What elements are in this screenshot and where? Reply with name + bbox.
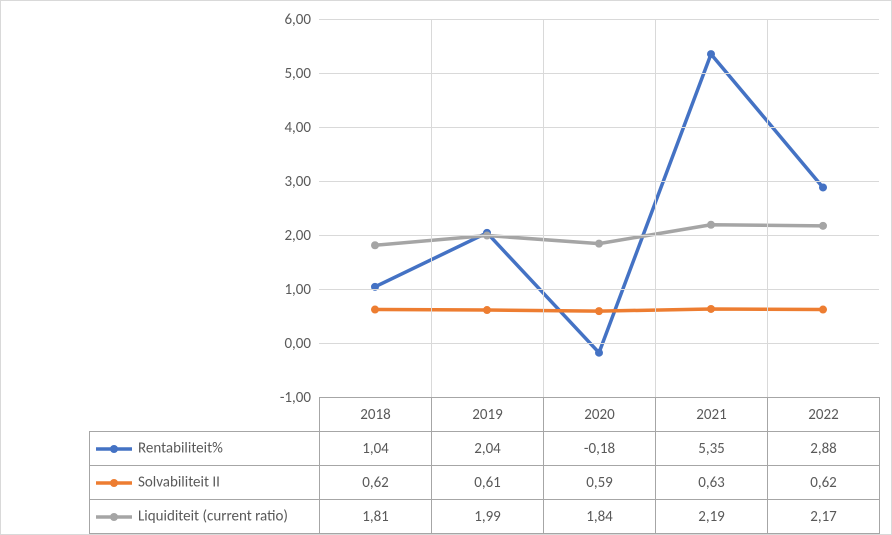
series-marker <box>707 50 715 58</box>
series-marker <box>707 221 715 229</box>
table-row: Rentabiliteit% 1,042,04-0,185,352,88 <box>90 432 880 466</box>
data-cell: 0,62 <box>768 466 880 500</box>
category-divider <box>767 19 768 397</box>
y-axis-label: 2,00 <box>284 227 319 245</box>
data-cell: 0,59 <box>544 466 656 500</box>
series-marker <box>819 222 827 230</box>
category-header: 2021 <box>656 398 768 432</box>
gridline: 6,00 <box>319 19 879 20</box>
y-axis-label: 5,00 <box>284 65 319 83</box>
category-header: 2018 <box>320 398 432 432</box>
data-cell: 0,63 <box>656 466 768 500</box>
data-cell: 2,17 <box>768 500 880 534</box>
data-cell: 5,35 <box>656 432 768 466</box>
gridline: 3,00 <box>319 181 879 182</box>
series-marker <box>595 307 603 315</box>
category-divider <box>431 19 432 397</box>
gridline: 1,00 <box>319 289 879 290</box>
category-header: 2020 <box>544 398 656 432</box>
series-marker <box>371 306 379 314</box>
legend-cell: Rentabiliteit% <box>90 432 320 466</box>
series-marker <box>595 240 603 248</box>
series-marker <box>595 349 603 357</box>
legend-cell: Solvabiliteit II <box>90 466 320 500</box>
chart-lines <box>319 19 879 397</box>
data-cell: 0,62 <box>320 466 432 500</box>
data-cell: 1,81 <box>320 500 432 534</box>
series-marker <box>371 241 379 249</box>
category-header: 2022 <box>768 398 880 432</box>
legend-swatch <box>96 476 132 490</box>
gridline: 5,00 <box>319 73 879 74</box>
legend-swatch <box>96 442 132 456</box>
legend-label: Liquiditeit (current ratio) <box>138 508 288 526</box>
data-cell: 2,88 <box>768 432 880 466</box>
series-marker <box>483 306 491 314</box>
chart-frame: -1,000,001,002,003,004,005,006,00 201820… <box>0 0 892 535</box>
legend-swatch <box>96 510 132 524</box>
data-cell: 1,99 <box>432 500 544 534</box>
y-axis-label: 0,00 <box>284 335 319 353</box>
series-marker <box>707 305 715 313</box>
table-header-row: 20182019202020212022 <box>90 398 880 432</box>
table-row: Liquiditeit (current ratio)1,811,991,842… <box>90 500 880 534</box>
y-axis-label: 6,00 <box>284 11 319 29</box>
y-axis-label: 1,00 <box>284 281 319 299</box>
data-cell: 1,04 <box>320 432 432 466</box>
data-table: 20182019202020212022Rentabiliteit%1,042,… <box>89 397 880 534</box>
legend-label: Rentabiliteit% <box>138 440 223 458</box>
y-axis-label: 4,00 <box>284 119 319 137</box>
series-marker <box>819 306 827 314</box>
legend-cell: Liquiditeit (current ratio) <box>90 500 320 534</box>
legend-label: Solvabiliteit II <box>138 474 220 492</box>
data-cell: 0,61 <box>432 466 544 500</box>
table-row: Solvabiliteit II0,620,610,590,630,62 <box>90 466 880 500</box>
gridline: 0,00 <box>319 343 879 344</box>
category-divider <box>655 19 656 397</box>
category-divider <box>543 19 544 397</box>
series-marker <box>819 183 827 191</box>
data-cell: 2,04 <box>432 432 544 466</box>
gridline: 4,00 <box>319 127 879 128</box>
y-axis-label: 3,00 <box>284 173 319 191</box>
data-cell: 1,84 <box>544 500 656 534</box>
gridline: 2,00 <box>319 235 879 236</box>
plot-area: -1,000,001,002,003,004,005,006,00 <box>319 19 879 397</box>
category-header: 2019 <box>432 398 544 432</box>
data-cell: 2,19 <box>656 500 768 534</box>
table-corner-cell <box>90 398 320 432</box>
data-cell: -0,18 <box>544 432 656 466</box>
